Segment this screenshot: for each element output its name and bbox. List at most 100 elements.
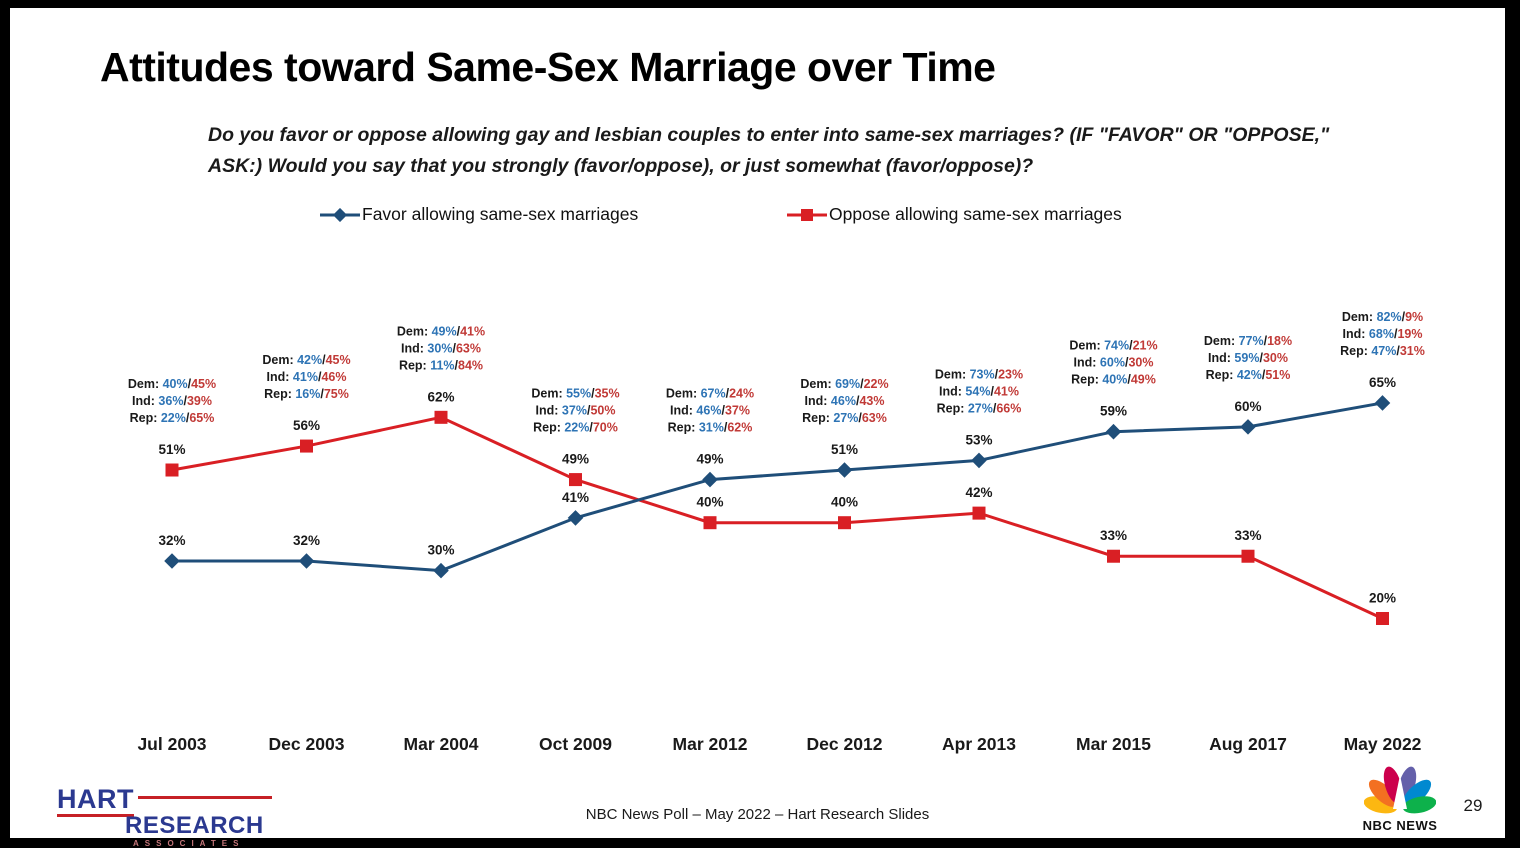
data-point-value-label: 32% [158, 533, 185, 548]
party-breakdown-annotation: Ind: 46%/43% [805, 394, 885, 408]
party-breakdown-annotation: Rep: 27%/63% [802, 411, 887, 425]
x-axis-label: Aug 2017 [1209, 734, 1287, 754]
party-breakdown-annotation: Dem: 77%/18% [1204, 334, 1292, 348]
party-breakdown-annotation: Dem: 49%/41% [397, 324, 485, 338]
party-breakdown-annotation: Ind: 59%/30% [1208, 351, 1288, 365]
party-breakdown-annotation: Dem: 74%/21% [1069, 339, 1157, 353]
party-breakdown-annotation: Dem: 73%/23% [935, 367, 1023, 381]
data-point-marker [1107, 549, 1120, 563]
x-axis-label: Dec 2012 [807, 734, 883, 754]
nbc-news-logo: NBC NEWS [1355, 763, 1445, 833]
party-breakdown-annotation: Rep: 42%/51% [1206, 368, 1291, 382]
data-point-value-label: 33% [1234, 528, 1261, 543]
legend-label-oppose: Oppose allowing same-sex marriages [829, 204, 1122, 224]
party-breakdown-annotation: Ind: 41%/46% [267, 370, 347, 384]
party-breakdown-annotation: Ind: 60%/30% [1074, 356, 1154, 370]
x-axis-label: Mar 2015 [1076, 734, 1151, 754]
series-line-oppose [171, 415, 1384, 620]
data-point-marker [836, 462, 853, 478]
data-point-marker [1241, 549, 1255, 563]
party-breakdown-annotation: Rep: 11%/84% [399, 358, 483, 372]
data-point-value-label: 33% [1100, 528, 1127, 543]
data-point-value-label: 49% [562, 452, 589, 467]
party-breakdown-annotation: Ind: 30%/63% [401, 341, 481, 355]
data-point-value-label: 51% [831, 442, 858, 457]
party-breakdown-annotation: Dem: 42%/45% [262, 353, 350, 367]
data-point-marker [1240, 419, 1256, 435]
x-axis-label: May 2022 [1344, 734, 1422, 754]
series-line-favor [172, 401, 1383, 573]
hart-logo-word-hart: HART [57, 786, 134, 817]
hart-logo-rule [138, 796, 272, 799]
party-breakdown-annotation: Dem: 69%/22% [800, 377, 888, 391]
data-point-marker [1105, 423, 1122, 440]
data-point-value-label: 65% [1369, 375, 1396, 390]
party-breakdown-annotation: Rep: 31%/62% [668, 421, 753, 435]
x-axis-label: Oct 2009 [539, 734, 612, 754]
x-axis-label: Apr 2013 [942, 734, 1016, 754]
party-breakdown-annotation: Ind: 54%/41% [939, 384, 1019, 398]
trend-line-chart: 32% 32% 30% 41% 49% 51% 53% 59% 60% 65% 51% 56% 62% 4… [128, 310, 1425, 754]
party-breakdown-annotation: Rep: 16%/75% [264, 387, 349, 401]
data-point-value-label: 56% [293, 418, 320, 433]
data-point-value-label: 60% [1234, 399, 1261, 414]
data-point-marker [1374, 395, 1391, 411]
data-point-marker [1376, 612, 1389, 625]
data-point-marker [972, 506, 986, 520]
data-point-value-label: 30% [427, 543, 454, 558]
x-axis-label: Mar 2004 [404, 734, 479, 754]
x-axis-label: Dec 2003 [269, 734, 345, 754]
data-point-value-label: 49% [696, 452, 723, 467]
data-point-value-label: 62% [427, 389, 454, 404]
data-point-marker [838, 516, 851, 530]
page-title: Attitudes toward Same-Sex Marriage over … [100, 44, 996, 90]
party-breakdown-annotation: Dem: 82%/9% [1342, 310, 1423, 324]
legend-label-favor: Favor allowing same-sex marriages [362, 204, 639, 224]
nbc-logo-caption: NBC NEWS [1362, 818, 1438, 833]
party-breakdown-annotation: Rep: 27%/66% [937, 401, 1022, 415]
data-point-marker [703, 516, 717, 530]
favor-line-marker-icon [320, 207, 360, 222]
chart-legend: Favor allowing same-sex marriages Oppose… [10, 204, 1505, 230]
slide: Attitudes toward Same-Sex Marriage over … [10, 8, 1505, 848]
footer-source-text: NBC News Poll – May 2022 – Hart Research… [585, 806, 930, 823]
oppose-line-marker-icon [787, 208, 827, 221]
data-point-marker [433, 562, 449, 579]
data-point-marker [300, 439, 313, 453]
hart-logo-word-associates: ASSOCIATES [133, 839, 245, 848]
x-axis-label: Jul 2003 [137, 734, 206, 754]
hart-logo-word-research: RESEARCH [125, 812, 264, 839]
data-point-marker [569, 473, 582, 487]
data-point-marker [164, 553, 180, 569]
data-point-marker [567, 510, 584, 526]
survey-question-text: Do you favor or oppose allowing gay and … [208, 124, 1330, 177]
hart-research-logo: HART RESEARCH ASSOCIATES [57, 786, 272, 848]
legend-item-oppose: Oppose allowing same-sex marriages [787, 204, 1122, 225]
data-point-marker [434, 410, 448, 424]
data-point-value-label: 41% [562, 490, 589, 505]
data-point-value-label: 32% [293, 533, 320, 548]
party-breakdown-annotation: Ind: 37%/50% [536, 404, 616, 418]
party-breakdown-annotation: Rep: 22%/70% [533, 421, 618, 435]
data-point-marker [165, 463, 179, 477]
data-point-value-label: 42% [965, 485, 992, 500]
data-point-value-label: 40% [831, 495, 858, 510]
party-breakdown-annotation: Rep: 47%/31% [1340, 344, 1425, 358]
party-breakdown-annotation: Rep: 22%/65% [130, 411, 215, 425]
page-number: 29 [1463, 796, 1483, 815]
party-breakdown-annotation: Dem: 55%/35% [531, 387, 619, 401]
party-breakdown-annotation: Rep: 40%/49% [1071, 373, 1156, 387]
data-point-marker [702, 471, 718, 488]
party-breakdown-annotation: Dem: 40%/45% [128, 377, 216, 391]
legend-item-favor: Favor allowing same-sex marriages [320, 204, 638, 225]
party-breakdown-annotation: Ind: 46%/37% [670, 404, 750, 418]
data-point-value-label: 20% [1369, 591, 1396, 606]
data-point-value-label: 40% [696, 495, 723, 510]
party-breakdown-annotation: Dem: 67%/24% [666, 387, 754, 401]
data-point-marker [971, 452, 987, 469]
data-point-value-label: 59% [1100, 404, 1127, 419]
nbc-peacock-icon [1363, 766, 1437, 814]
data-point-marker [298, 553, 315, 569]
party-breakdown-annotation: Ind: 36%/39% [132, 394, 212, 408]
data-point-value-label: 53% [965, 432, 992, 447]
